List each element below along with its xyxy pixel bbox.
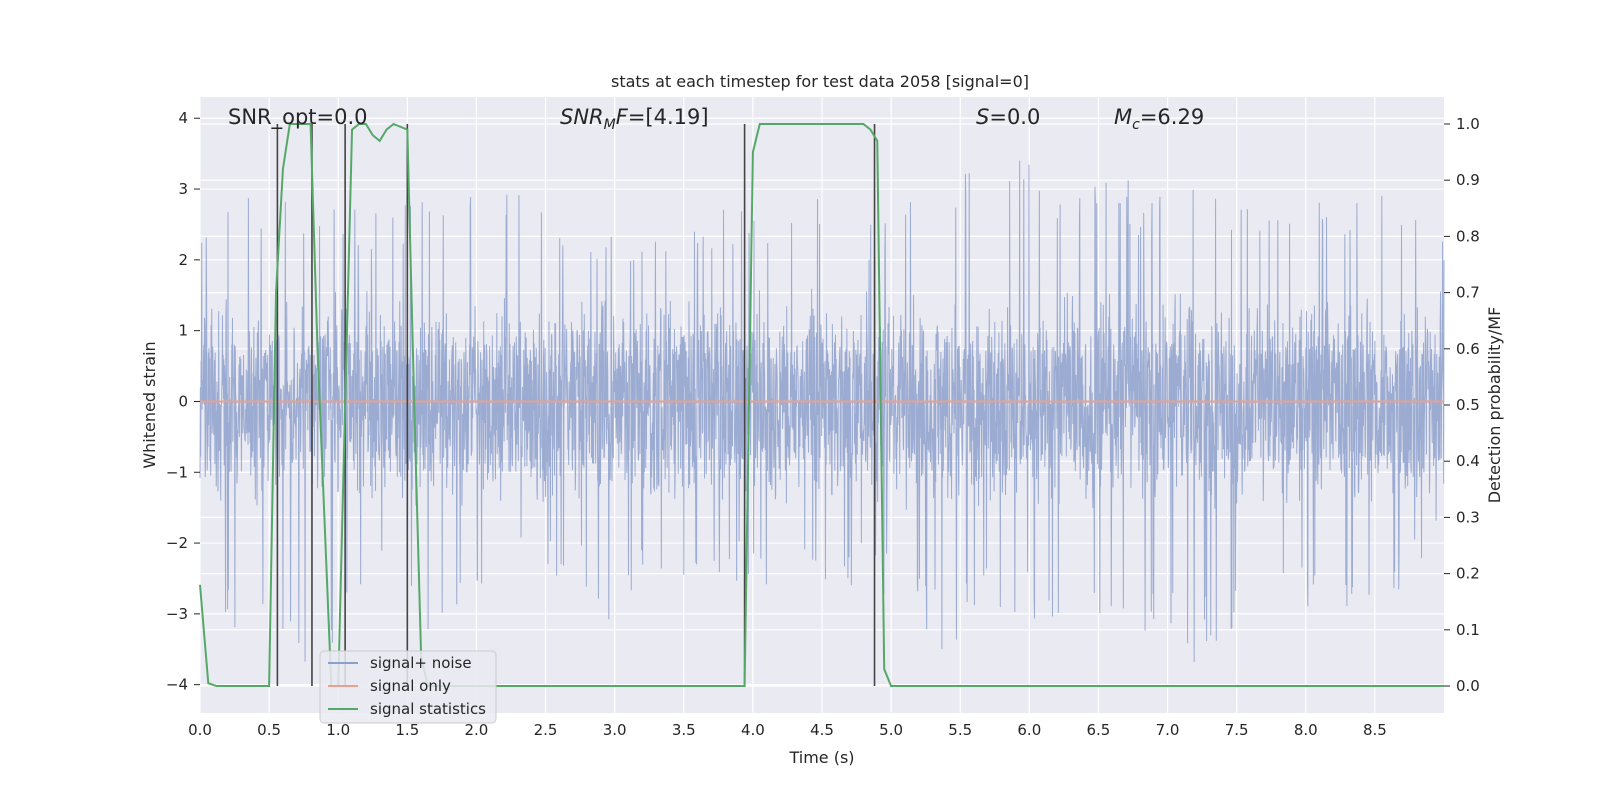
annotation-mc-value: =6.29 [1140,105,1204,129]
series-signal-statistics [199,122,1444,688]
x-axis-label: Time (s) [788,748,854,767]
x-tick-label: 8.0 [1294,721,1318,739]
signal-statistics-line [199,122,1444,688]
y-tick-label: −4 [166,676,188,694]
y2-tick-label: 0.7 [1456,284,1480,302]
y-tick-label: 3 [178,180,188,198]
y2-tick-label: 0.2 [1456,565,1480,583]
annotation-snr-mf-main: SNR [560,105,604,129]
y-tick-label: 2 [178,251,188,269]
annotation-mc-sub: c [1132,117,1140,133]
y2-tick-label: 1.0 [1456,115,1480,133]
annotation-s: S=0.0 [976,105,1040,129]
y2-tick-label: 0.9 [1456,171,1480,189]
x-tick-label: 2.0 [465,721,489,739]
x-tick-label: 0.0 [188,721,212,739]
y-tick-label: 0 [178,392,188,410]
x-tick-label: 3.0 [603,721,627,739]
y-axis-label: Whitened strain [140,341,159,468]
y-tick-label: −2 [166,534,188,552]
y-tick-label: −3 [166,605,188,623]
annotation-mc: Mc=6.29 [1114,105,1204,133]
y2-tick-label: 0.3 [1456,508,1480,526]
x-tick-label: 7.0 [1156,721,1180,739]
annotation-snr-mf-sub: M [604,117,616,133]
x-tick-label: 6.5 [1087,721,1111,739]
y-tick-label: 4 [178,109,188,127]
x-axis: 0.0 0.5 1.0 1.5 2.0 2.5 3.0 3.5 4.0 4.5 5.0 5.5 6.0 6… [188,721,1387,739]
x-tick-label: 2.5 [534,721,558,739]
annotation-snr-mf: SNRMF=[4.19] [560,105,709,133]
annotation-mc-main: M [1114,105,1132,129]
y2-tick-label: 0.4 [1456,452,1480,470]
legend-label-signal-statistics: signal statistics [370,700,486,718]
annotation-snr-mf-value: =[4.19] [628,105,709,129]
x-tick-label: 5.5 [948,721,972,739]
x-tick-label: 4.5 [810,721,834,739]
x-tick-label: 7.5 [1225,721,1249,739]
x-tick-label: 6.0 [1017,721,1041,739]
y2-tick-label: 0.0 [1456,677,1480,695]
annotation-snr-mf-tail: F [616,105,629,129]
annotation-s-value: =0.0 [989,105,1040,129]
y2-tick-label: 0.8 [1456,227,1480,245]
chart-title: stats at each timestep for test data 205… [611,72,1029,91]
x-tick-label: 5.0 [879,721,903,739]
y-axis-left: 4 3 2 1 0 −1 −2 −3 −4 [166,109,200,694]
x-tick-label: 4.0 [741,721,765,739]
y-tick-label: 1 [178,322,188,340]
annotation-s-main: S [976,105,989,129]
x-tick-label: 8.5 [1363,721,1387,739]
y-tick-label: −1 [166,463,188,481]
legend-box [319,650,497,724]
y2-tick-label: 0.1 [1456,621,1480,639]
x-tick-label: 1.0 [326,721,350,739]
y2-tick-label: 0.5 [1456,396,1480,414]
legend-label-signal-only: signal only [370,677,451,695]
y2-axis-label: Detection probability/MF [1485,307,1504,504]
y-axis-right: 1.0 0.9 0.8 0.7 0.6 0.5 0.4 0.3 0.2 0.1 0.0 [1444,115,1480,695]
x-tick-label: 0.5 [257,721,281,739]
legend-label-signal-noise: signal+ noise [370,654,472,672]
x-tick-label: 1.5 [395,721,419,739]
y2-tick-label: 0.6 [1456,340,1480,358]
x-tick-label: 3.5 [672,721,696,739]
marker-lines [276,123,876,687]
legend: signal+ noise signal only signal statist… [319,650,497,724]
annotation-snr-opt: SNR_opt=0.0 [228,105,368,130]
